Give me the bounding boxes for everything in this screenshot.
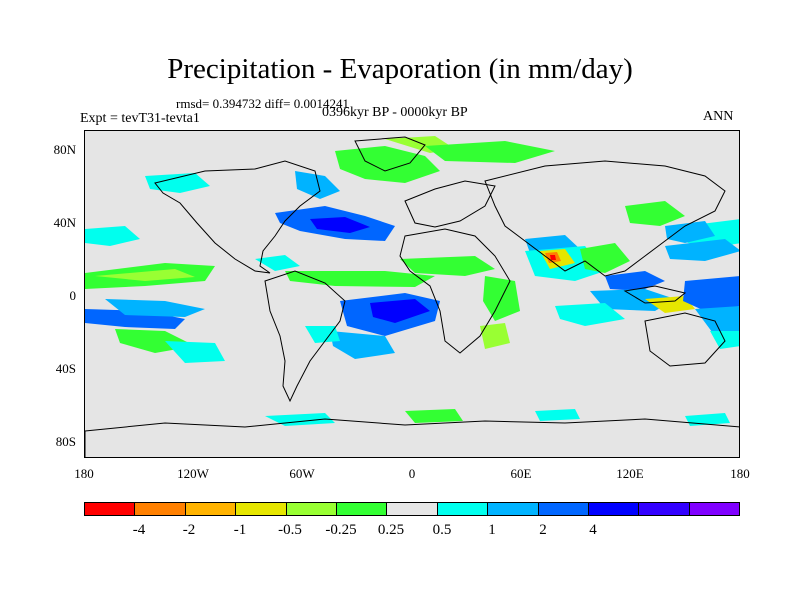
anomaly-green-madagascar xyxy=(480,323,510,349)
lat-label-80n: 80N xyxy=(53,142,76,157)
anomaly-green-northatlantic xyxy=(335,146,440,183)
map-canvas xyxy=(85,136,739,457)
anomaly-cyan-spacific xyxy=(165,341,225,363)
coastlines xyxy=(85,136,739,457)
colorbar-label: -4 xyxy=(132,522,146,538)
anomaly-yellow-indonesia xyxy=(645,296,695,313)
anomaly-sky-labrador xyxy=(295,171,340,199)
anomaly-red-india xyxy=(550,255,556,260)
anomaly-green-southernocean xyxy=(405,409,463,423)
anomaly-cyan-brazil xyxy=(305,326,340,343)
anomaly-deepblue-natlantic xyxy=(310,217,370,233)
anomaly-sky-indianocean xyxy=(590,289,675,311)
colorbar-label: -0.5 xyxy=(278,522,302,538)
anomaly-fields xyxy=(85,136,739,426)
plot-title: Precipitation - Evaporation (in mm/day) xyxy=(167,53,633,85)
colorbar-label: -1 xyxy=(233,522,247,538)
season-label: ANN xyxy=(703,109,734,124)
colorbar-swatch xyxy=(437,503,489,515)
colorbar-swatch xyxy=(85,503,136,515)
coastline-asia xyxy=(484,160,726,277)
lat-label-0: 0 xyxy=(69,288,77,303)
colorbar-label: -2 xyxy=(182,522,196,538)
anomaly-sky-wpacific xyxy=(665,239,739,261)
period-label: 0396kyr BP - 0000kyr BP xyxy=(322,105,468,120)
colorbar-swatch xyxy=(689,503,740,515)
lat-label-40n: 40N xyxy=(53,215,76,230)
lon-label-60e: 60E xyxy=(510,466,532,481)
anomaly-sky-satlantic xyxy=(330,331,395,359)
colorbar-swatch xyxy=(135,503,186,515)
lon-label-0: 0 xyxy=(408,466,416,481)
colorbar-label: 0.5 xyxy=(432,522,452,538)
lon-label-60w: 60W xyxy=(289,466,315,481)
colorbar-swatch xyxy=(336,503,388,515)
lon-label-120e: 120E xyxy=(616,466,644,481)
coastline-africa xyxy=(399,228,511,354)
coastline-north-america xyxy=(154,160,321,274)
colorbar-swatch xyxy=(286,503,337,515)
anomaly-sky-japan xyxy=(665,221,715,243)
lat-label-40s: 40S xyxy=(55,361,76,376)
anomaly-deepblue-satlantic xyxy=(370,299,430,323)
lon-label-120w: 120W xyxy=(177,466,209,481)
lon-label-180e: 180 xyxy=(730,466,750,481)
anomaly-cyan-southernocean-2 xyxy=(535,409,580,421)
anomaly-cyan-npacific xyxy=(85,226,140,246)
coastline-indonesia xyxy=(623,285,687,304)
anomaly-sky-spcz xyxy=(695,306,739,336)
colorbar-swatch xyxy=(387,503,438,515)
colorbar-swatch xyxy=(185,503,237,515)
anomaly-green-itcz-atlantic xyxy=(285,271,435,287)
coastline-greenland xyxy=(354,136,426,172)
anomaly-blue-wpacific-south xyxy=(683,276,739,311)
colorbar-swatch xyxy=(236,503,287,515)
coastline-australia xyxy=(644,312,726,367)
colorbar-swatch xyxy=(588,503,640,515)
coastline-antarctica xyxy=(85,418,739,457)
colorbar-swatch xyxy=(538,503,589,515)
colorbar-label: 2 xyxy=(539,522,547,538)
experiment-label: Expt = tevT31-tevta1 xyxy=(80,111,200,126)
colorbar-label: -0.25 xyxy=(325,522,357,538)
colorbar-swatch xyxy=(639,503,690,515)
anomaly-cyan-caribbean xyxy=(255,255,300,271)
lat-label-80s: 80S xyxy=(55,434,76,449)
colorbar-swatch xyxy=(488,503,539,515)
anomaly-green-china xyxy=(625,201,685,226)
coastline-south-america xyxy=(264,270,346,403)
colorbar xyxy=(84,502,740,516)
anomaly-blue-indianocean xyxy=(605,271,665,291)
anomaly-green-africa xyxy=(400,256,495,276)
colorbar-label: 4 xyxy=(589,522,597,538)
anomaly-green-arctic xyxy=(425,141,555,163)
stats-line: rmsd= 0.394732 diff= 0.0014241 xyxy=(176,96,349,111)
lon-label-180w: 180 xyxy=(74,466,94,481)
anomaly-green-bengal xyxy=(580,243,630,273)
map-panel xyxy=(84,130,740,458)
anomaly-cyan-southernocean-3 xyxy=(685,413,730,426)
anomaly-cyan-alaska xyxy=(145,173,210,193)
coastline-europe xyxy=(404,180,496,228)
anomaly-cyan-sindian xyxy=(555,303,625,326)
anomaly-lightgreen-itcz-pacific xyxy=(95,269,195,281)
colorbar-label: 0.25 xyxy=(377,522,405,538)
anomaly-sky-spacific xyxy=(105,299,205,317)
colorbar-label: 1 xyxy=(488,522,496,538)
